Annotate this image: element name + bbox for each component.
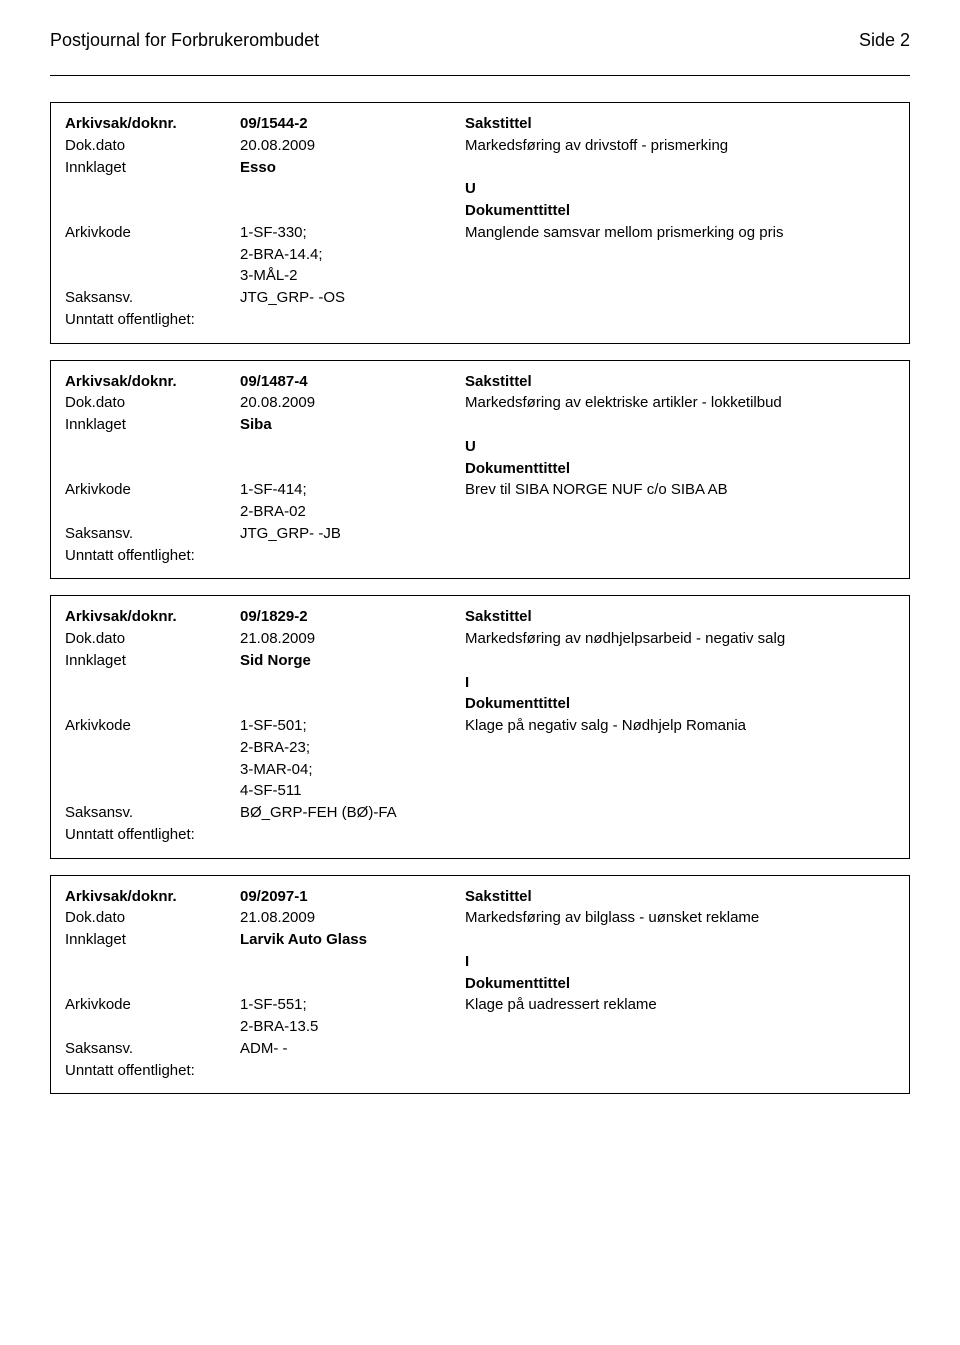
doknr-value: 09/2097-1 <box>240 886 465 908</box>
label-sakstittel: Sakstittel <box>465 606 895 628</box>
arkivkode-value: 1-SF-501; <box>240 715 465 737</box>
direction-value: U <box>465 436 895 458</box>
label-dokumenttittel: Dokumenttittel <box>465 973 895 995</box>
sakstittel-value: Markedsføring av nødhjelpsarbeid - negat… <box>465 628 895 650</box>
page-header: Postjournal for Forbrukerombudet Side 2 <box>50 30 910 51</box>
label-dokdato: Dok.dato <box>65 392 240 414</box>
label-saksansv: Saksansv. <box>65 523 240 545</box>
record: Arkivsak/doknr. 09/1544-2 Sakstittel Dok… <box>50 102 910 344</box>
page: Postjournal for Forbrukerombudet Side 2 … <box>0 0 960 1160</box>
sakstittel-value: Markedsføring av bilglass - uønsket rekl… <box>465 907 895 929</box>
label-innklaget: Innklaget <box>65 929 240 951</box>
doknr-value: 09/1544-2 <box>240 113 465 135</box>
direction-value: U <box>465 178 895 200</box>
label-sakstittel: Sakstittel <box>465 886 895 908</box>
doknr-value: 09/1829-2 <box>240 606 465 628</box>
sakstittel-value: Markedsføring av elektriske artikler - l… <box>465 392 895 414</box>
label-unntatt: Unntatt offentlighet: <box>65 1060 240 1082</box>
label-sakstittel: Sakstittel <box>465 113 895 135</box>
arkivkode-value: 2-BRA-02 <box>240 501 465 523</box>
label-arkivkode: Arkivkode <box>65 994 240 1016</box>
saksansv-value: JTG_GRP- -JB <box>240 523 465 545</box>
label-arkivkode: Arkivkode <box>65 479 240 501</box>
saksansv-value: BØ_GRP-FEH (BØ)-FA <box>240 802 465 824</box>
label-arkivsak: Arkivsak/doknr. <box>65 606 240 628</box>
dokdato-value: 20.08.2009 <box>240 392 465 414</box>
saksansv-value: JTG_GRP- -OS <box>240 287 465 309</box>
label-arkivkode: Arkivkode <box>65 715 240 737</box>
label-saksansv: Saksansv. <box>65 802 240 824</box>
journal-title: Postjournal for Forbrukerombudet <box>50 30 319 51</box>
direction-value: I <box>465 951 895 973</box>
label-arkivsak: Arkivsak/doknr. <box>65 886 240 908</box>
header-divider <box>50 75 910 76</box>
label-dokdato: Dok.dato <box>65 907 240 929</box>
label-unntatt: Unntatt offentlighet: <box>65 309 240 331</box>
direction-value: I <box>465 672 895 694</box>
label-arkivkode: Arkivkode <box>65 222 240 244</box>
record: Arkivsak/doknr. 09/2097-1 Sakstittel Dok… <box>50 875 910 1095</box>
arkivkode-value: 3-MÅL-2 <box>240 265 465 287</box>
label-dokumenttittel: Dokumenttittel <box>465 693 895 715</box>
label-innklaget: Innklaget <box>65 650 240 672</box>
label-saksansv: Saksansv. <box>65 1038 240 1060</box>
innklaget-value: Siba <box>240 414 465 436</box>
label-dokdato: Dok.dato <box>65 628 240 650</box>
dokdato-value: 20.08.2009 <box>240 135 465 157</box>
label-unntatt: Unntatt offentlighet: <box>65 545 240 567</box>
doknr-value: 09/1487-4 <box>240 371 465 393</box>
dokumenttittel-value: Manglende samsvar mellom prismerking og … <box>465 222 895 244</box>
arkivkode-value: 2-BRA-13.5 <box>240 1016 465 1038</box>
label-dokumenttittel: Dokumenttittel <box>465 458 895 480</box>
dokdato-value: 21.08.2009 <box>240 907 465 929</box>
label-sakstittel: Sakstittel <box>465 371 895 393</box>
page-number: Side 2 <box>859 30 910 51</box>
innklaget-value: Esso <box>240 157 465 179</box>
label-saksansv: Saksansv. <box>65 287 240 309</box>
sakstittel-value: Markedsføring av drivstoff - prismerking <box>465 135 895 157</box>
records-container: Arkivsak/doknr. 09/1544-2 Sakstittel Dok… <box>50 102 910 1094</box>
saksansv-value: ADM- - <box>240 1038 465 1060</box>
innklaget-value: Larvik Auto Glass <box>240 929 465 951</box>
arkivkode-value: 1-SF-330; <box>240 222 465 244</box>
arkivkode-value: 2-BRA-14.4; <box>240 244 465 266</box>
arkivkode-value: 1-SF-551; <box>240 994 465 1016</box>
label-arkivsak: Arkivsak/doknr. <box>65 113 240 135</box>
record: Arkivsak/doknr. 09/1829-2 Sakstittel Dok… <box>50 595 910 858</box>
innklaget-value: Sid Norge <box>240 650 465 672</box>
label-innklaget: Innklaget <box>65 414 240 436</box>
label-dokdato: Dok.dato <box>65 135 240 157</box>
arkivkode-value: 4-SF-511 <box>240 780 465 802</box>
dokdato-value: 21.08.2009 <box>240 628 465 650</box>
dokumenttittel-value: Brev til SIBA NORGE NUF c/o SIBA AB <box>465 479 895 501</box>
dokumenttittel-value: Klage på uadressert reklame <box>465 994 895 1016</box>
record: Arkivsak/doknr. 09/1487-4 Sakstittel Dok… <box>50 360 910 580</box>
arkivkode-value: 1-SF-414; <box>240 479 465 501</box>
dokumenttittel-value: Klage på negativ salg - Nødhjelp Romania <box>465 715 895 737</box>
label-dokumenttittel: Dokumenttittel <box>465 200 895 222</box>
arkivkode-value: 3-MAR-04; <box>240 759 465 781</box>
arkivkode-value: 2-BRA-23; <box>240 737 465 759</box>
label-arkivsak: Arkivsak/doknr. <box>65 371 240 393</box>
label-innklaget: Innklaget <box>65 157 240 179</box>
label-unntatt: Unntatt offentlighet: <box>65 824 240 846</box>
